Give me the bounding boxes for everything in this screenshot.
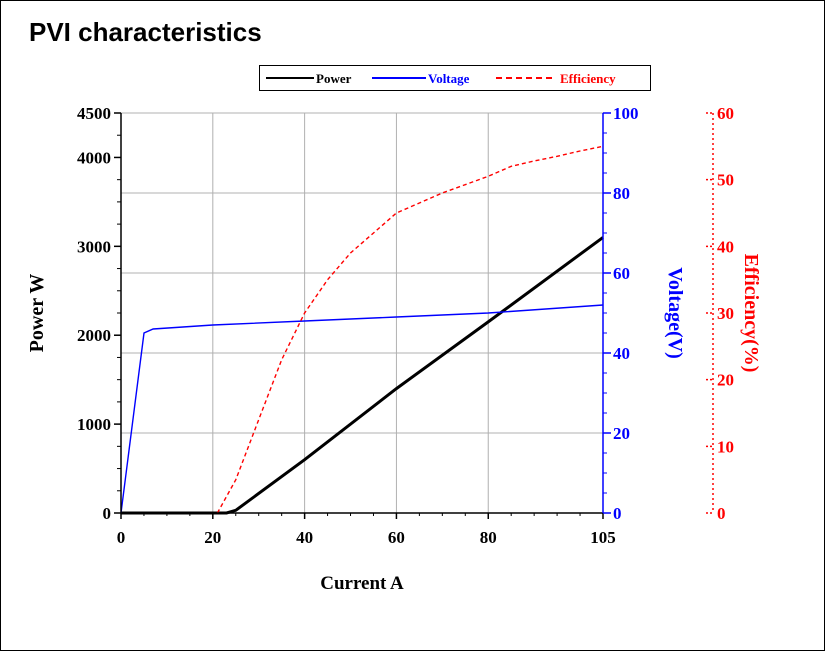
- y-axis-label-power: Power W: [26, 274, 48, 353]
- efficiency-tick-label-0: 0: [717, 504, 726, 523]
- x-tick-label-40: 40: [296, 528, 313, 547]
- voltage-tick-label-40: 40: [613, 344, 630, 363]
- legend-label-efficiency: Efficiency: [560, 71, 616, 86]
- power-tick-label-1000: 1000: [77, 415, 111, 434]
- efficiency-tick-label-10: 10: [717, 437, 734, 456]
- power-tick-label-2000: 2000: [77, 326, 111, 345]
- voltage-tick-label-100: 100: [613, 104, 639, 123]
- x-tick-label-20: 20: [204, 528, 221, 547]
- x-tick-label-60: 60: [388, 528, 405, 547]
- x-tick-label-105: 105: [590, 528, 616, 547]
- legend-label-power: Power: [316, 71, 352, 86]
- y-axis-label-voltage: Voltage(V): [664, 267, 686, 358]
- power-tick-label-3000: 3000: [77, 237, 111, 256]
- series-layer: [120, 145, 604, 515]
- efficiency-tick-label-50: 50: [717, 171, 734, 190]
- legend-svg: Power Voltage Efficiency: [266, 71, 616, 86]
- x-axis-label: Current A: [320, 573, 404, 594]
- axes-layer: 0 20 40 60 80 1050100020003000400045000204060…: [77, 104, 734, 547]
- efficiency-tick-label-20: 20: [717, 371, 734, 390]
- y-axis-label-efficiency: Efficiency(%): [740, 254, 762, 373]
- series-line-voltage: [120, 304, 604, 514]
- efficiency-tick-label-30: 30: [717, 304, 734, 323]
- efficiency-tick-label-40: 40: [717, 237, 734, 256]
- grid: [121, 112, 604, 513]
- voltage-tick-label-0: 0: [613, 504, 622, 523]
- chart-title: PVI characteristics: [29, 17, 262, 47]
- power-tick-label-4000: 4000: [77, 148, 111, 167]
- x-tick-label-0: 0: [117, 528, 126, 547]
- voltage-tick-label-20: 20: [613, 424, 630, 443]
- efficiency-tick-label-60: 60: [717, 104, 734, 123]
- x-tick-label-80: 80: [480, 528, 497, 547]
- voltage-tick-label-60: 60: [613, 264, 630, 283]
- series-line-efficiency: [216, 145, 604, 514]
- voltage-tick-label-80: 80: [613, 184, 630, 203]
- power-tick-label-4500: 4500: [77, 104, 111, 123]
- power-tick-label-0: 0: [103, 504, 112, 523]
- legend: Power Voltage Efficiency: [259, 65, 651, 91]
- legend-label-voltage: Voltage: [428, 71, 470, 86]
- series-line-power: [121, 236, 604, 515]
